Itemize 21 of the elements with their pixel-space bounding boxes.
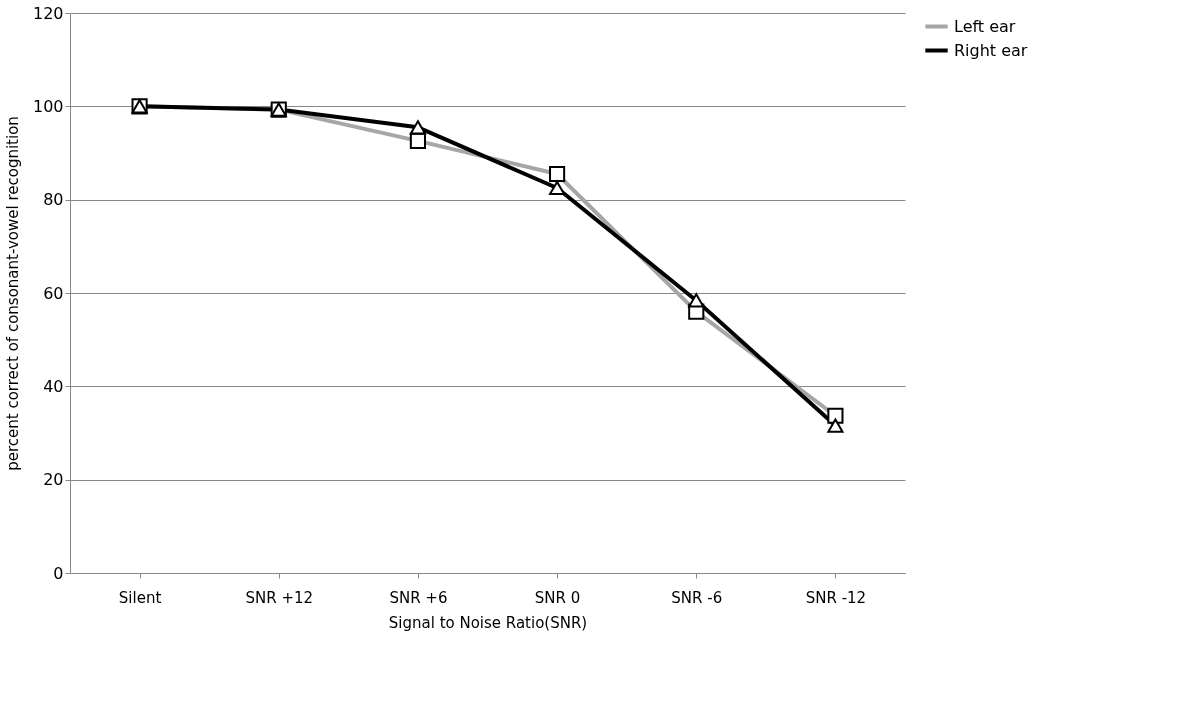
y-tick-label: 100 bbox=[32, 96, 64, 116]
y-tick-label: 60 bbox=[43, 283, 64, 303]
y-axis-title: percent correct of consonant-vowel recognition bbox=[3, 116, 22, 471]
x-tick-label: SNR +6 bbox=[389, 588, 448, 607]
x-tick-label: SNR 0 bbox=[534, 588, 581, 607]
legend-label: Right ear bbox=[954, 40, 1028, 60]
point bbox=[409, 120, 426, 135]
y-tick-label: 0 bbox=[53, 563, 64, 583]
y-tick-label: 120 bbox=[32, 3, 64, 23]
x-tick-label: SNR +12 bbox=[245, 588, 314, 607]
x-tick-label: SNR -12 bbox=[805, 588, 867, 607]
y-tick-label: 40 bbox=[43, 376, 64, 396]
point bbox=[688, 293, 705, 308]
y-tick-label: 20 bbox=[43, 470, 64, 490]
x-tick-label: SNR -6 bbox=[671, 588, 723, 607]
legend-label: Left ear bbox=[954, 16, 1016, 36]
y-tick-label: 80 bbox=[43, 190, 64, 210]
point bbox=[549, 180, 566, 196]
x-axis-title: Signal to Noise Ratio(SNR) bbox=[388, 613, 588, 632]
point bbox=[827, 418, 844, 433]
x-tick-label: Silent bbox=[118, 588, 162, 607]
